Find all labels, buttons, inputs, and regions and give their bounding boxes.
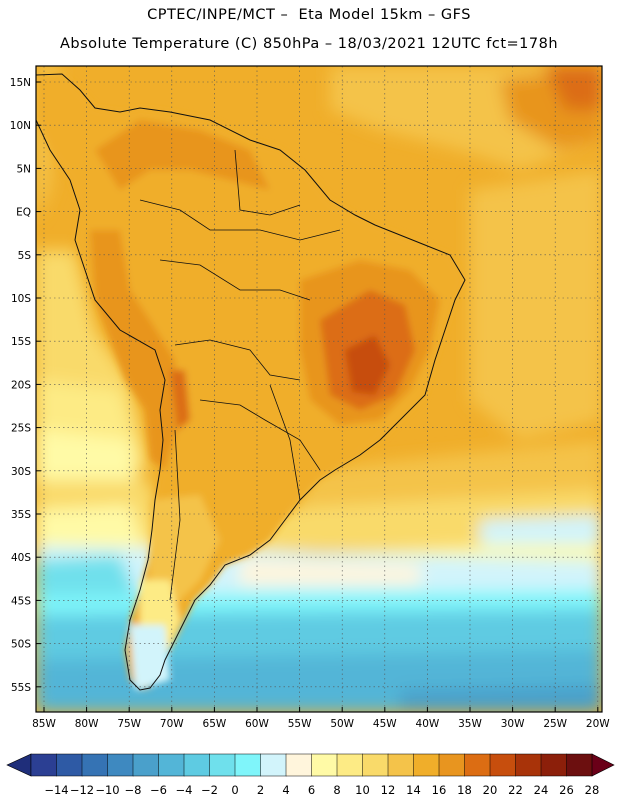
colorbar-tick-label: −14 (44, 783, 68, 797)
lon-label: 85W (32, 718, 56, 730)
longitude-labels: 85W 80W 75W 70W 65W 60W 55W 50W 45W 40W 35W 30W 25W 2… (32, 707, 610, 730)
lat-label: 5S (18, 250, 32, 262)
colorbar-tick-label: 20 (483, 783, 498, 797)
temperature-field (36, 66, 602, 712)
colorbar-tick-label: 24 (534, 783, 549, 797)
colorbar-tick-label: 2 (257, 783, 264, 797)
lon-label: 50W (330, 718, 354, 730)
colorbar-tick-label: 28 (585, 783, 600, 797)
colorbar-tick-label: 10 (355, 783, 370, 797)
colorbar-tick-label: 14 (406, 783, 421, 797)
colorbar-tick-label: 0 (231, 783, 238, 797)
colorbar-swatch (311, 753, 338, 777)
colorbar-swatch (489, 753, 517, 777)
lat-label: 45S (11, 595, 31, 607)
lat-label: 35S (11, 509, 31, 521)
colorbar-swatch (260, 753, 287, 777)
colorbar-swatch (362, 753, 389, 777)
colorbar-tick-label: 16 (432, 783, 447, 797)
colorbar-swatch (285, 753, 313, 777)
lon-label: 25W (543, 718, 567, 730)
colorbar-tick-label: 26 (559, 783, 574, 797)
lat-label: 50S (11, 639, 31, 651)
coastline (36, 73, 466, 691)
lon-label: 65W (203, 718, 227, 730)
map-subtitle: Absolute Temperature (C) 850hPa – 18/03/… (59, 36, 559, 52)
lat-label: 20S (11, 379, 31, 391)
colorbar-swatch (464, 753, 491, 777)
map-frame (35, 65, 603, 713)
lat-label: 30S (11, 466, 31, 478)
colorbar-tick-label: −8 (125, 783, 142, 797)
colorbar-swatch (413, 753, 440, 777)
lat-label: 15N (10, 77, 31, 89)
lat-label: 25S (11, 423, 31, 435)
colorbar-swatch (438, 753, 466, 777)
colorbar-tick-label: 6 (308, 783, 315, 797)
colorbar-swatch (566, 753, 593, 777)
lat-label: EQ (16, 207, 31, 219)
colorbar-swatch (56, 753, 83, 777)
lat-label: 15S (11, 336, 31, 348)
colorbar-tick-label: 8 (333, 783, 340, 797)
colorbar-tick-label: −10 (95, 783, 119, 797)
color-scale-bar: −14 −12 −10 −8 −6 −4 −2 0 2 4 6 8 10 12 14 16 18 20 22 24 26… (6, 753, 615, 797)
lat-label: 10S (11, 293, 31, 305)
colorbar-tick-label: 22 (508, 783, 523, 797)
colorbar-swatch (387, 753, 415, 777)
lat-label: 40S (11, 552, 31, 564)
map-title: CPTEC/INPE/MCT – Eta Model 15km – GFS (147, 7, 471, 23)
lat-label: 55S (11, 682, 31, 694)
lon-label: 40W (416, 718, 440, 730)
colorbar-swatch (540, 753, 568, 777)
lon-label: 70W (160, 718, 184, 730)
colorbar-tick-label: −6 (150, 783, 167, 797)
colorbar-tick-label: −12 (70, 783, 94, 797)
lon-label: 45W (373, 718, 397, 730)
colorbar-swatch (209, 753, 236, 777)
lon-label: 80W (75, 718, 99, 730)
colorbar-swatch (132, 753, 160, 777)
colorbar-swatch (515, 753, 542, 777)
colorbar-tick-label: 4 (282, 783, 289, 797)
colorbar-swatch (158, 753, 185, 777)
colorbar-tick-label: −2 (201, 783, 218, 797)
colorbar-tick-label: −4 (176, 783, 193, 797)
colorbar-tick-label: 12 (381, 783, 396, 797)
latitude-labels: 15N 10N 5N EQ 5S 10S 15S 20S 25S 30S 35S 40S 45S 50S 5… (10, 77, 41, 694)
lat-label: 10N (10, 120, 31, 132)
colorbar-swatch (30, 753, 58, 777)
colorbar-swatch (81, 753, 109, 777)
colorbar-swatch (234, 753, 262, 777)
lat-label: 5N (16, 163, 31, 175)
colorbar-high-arrow (591, 753, 615, 777)
colorbar-swatch (107, 753, 134, 777)
colorbar-tick-label: 18 (457, 783, 472, 797)
lon-label: 55W (288, 718, 312, 730)
country-borders (139, 149, 341, 601)
lon-label: 20W (586, 718, 610, 730)
lon-label: 75W (117, 718, 141, 730)
colorbar-swatch (183, 753, 211, 777)
lon-label: 30W (501, 718, 525, 730)
lon-label: 35W (458, 718, 482, 730)
colorbar-swatch (336, 753, 364, 777)
colorbar-low-arrow (6, 753, 32, 777)
lon-label: 60W (245, 718, 269, 730)
